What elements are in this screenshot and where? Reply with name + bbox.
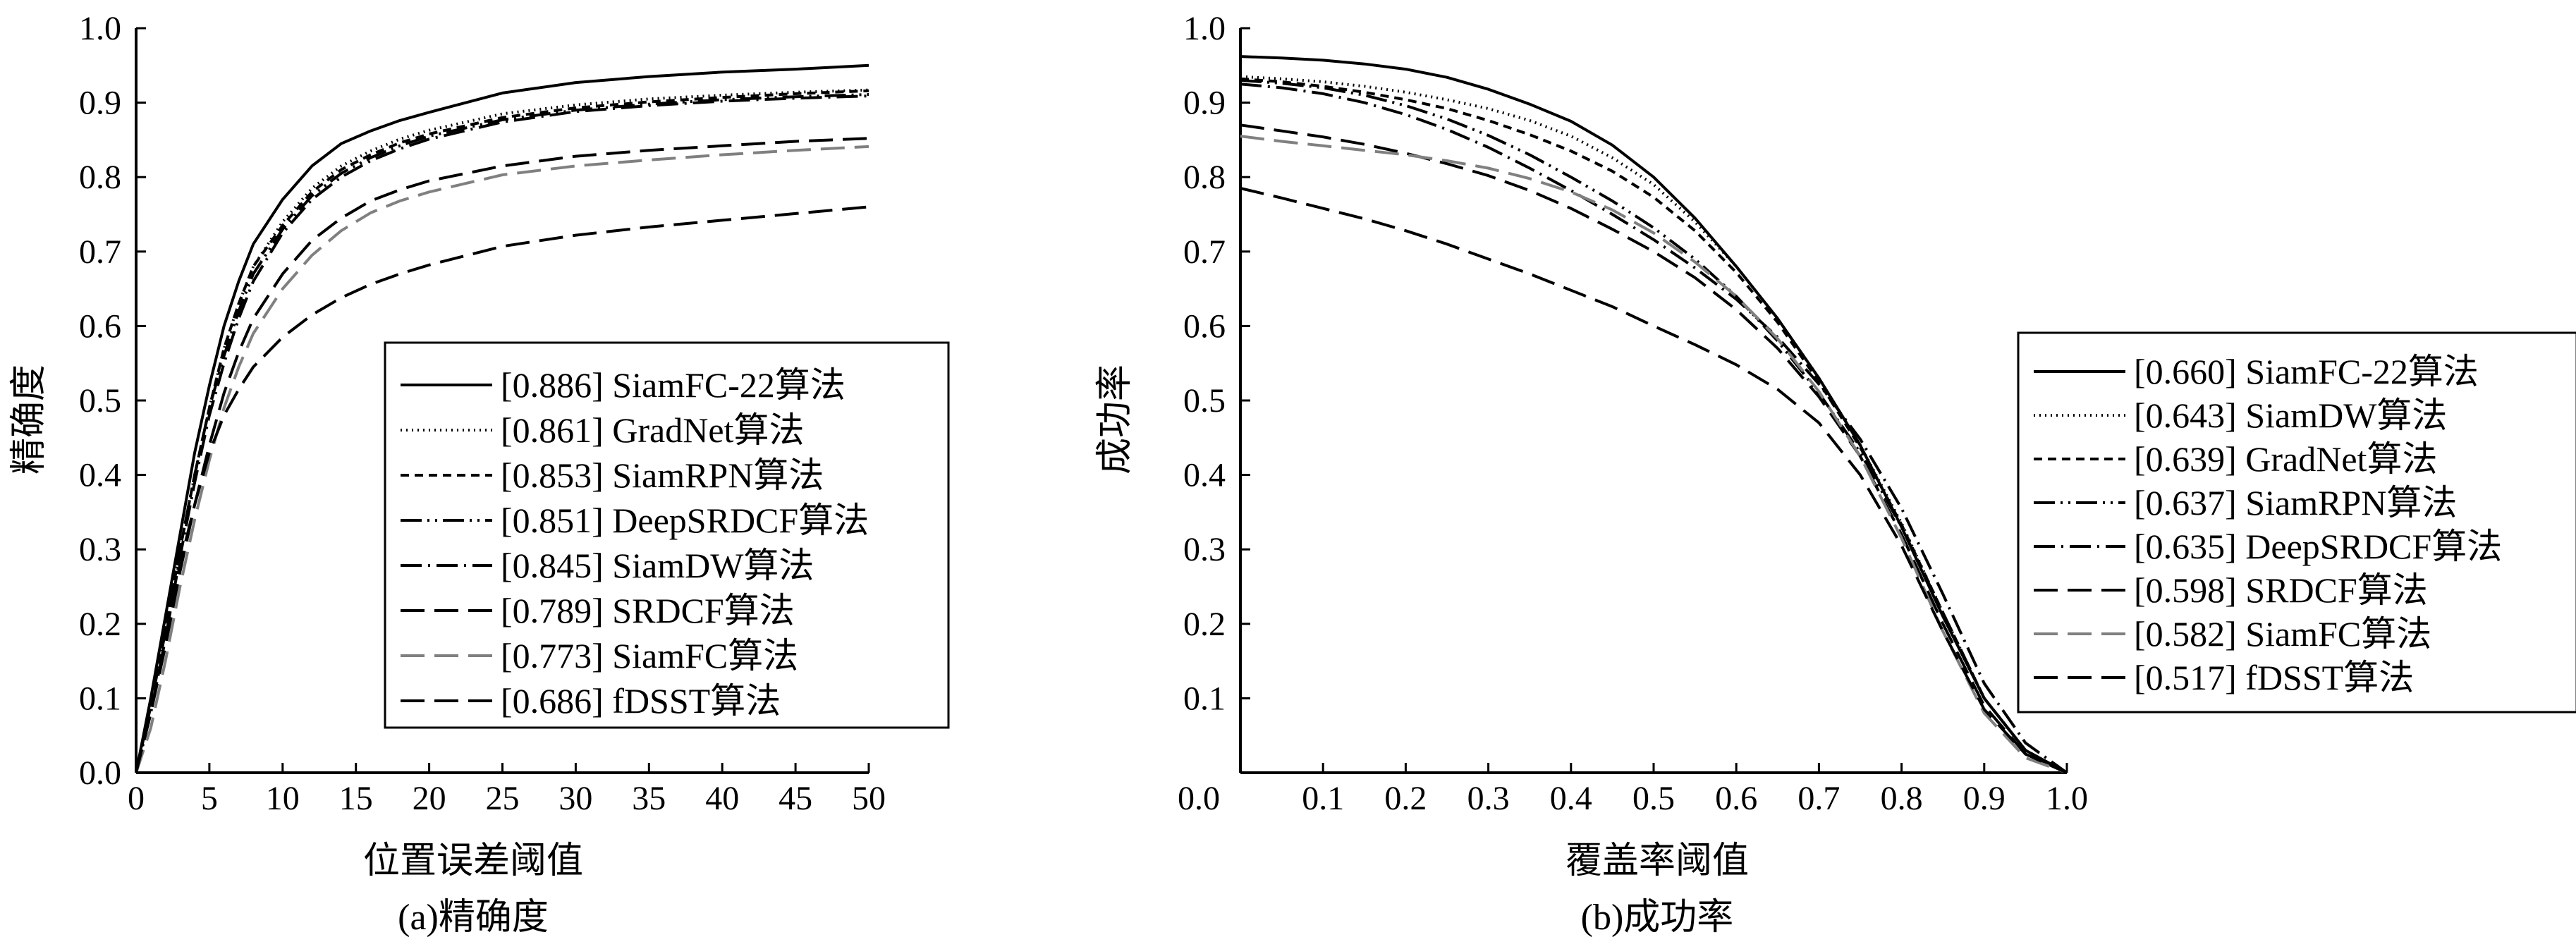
success-x-tick-label: 0.9 <box>1963 780 2006 817</box>
precision-x-tick-label: 25 <box>486 780 520 817</box>
success-y-tick-label: 0.8 <box>1183 159 1226 196</box>
success-y-tick-label: 0.6 <box>1183 307 1226 345</box>
success-legend-label: [0.582] SiamFC算法 <box>2134 614 2431 654</box>
precision-series-line-7 <box>135 145 869 773</box>
precision-legend-label: [0.773] SiamFC算法 <box>501 636 798 675</box>
success-x-tick-label: 0.3 <box>1467 780 1510 817</box>
success-x-tick-label: 0.6 <box>1715 780 1757 817</box>
precision-xlabel: 位置误差阈值 <box>363 841 583 881</box>
success-x-tick-label: 0.0 <box>1178 780 1220 817</box>
precision-legend: [0.886] SiamFC-22算法 [0.861] GradNet算法 [0.8… <box>384 341 950 729</box>
precision-x-tick-label: 0 <box>128 780 145 817</box>
precision-y-tick-label: 0.1 <box>79 680 121 717</box>
precision-x-tick-label: 45 <box>779 780 812 817</box>
precision-x-tick-label: 50 <box>852 780 886 817</box>
success-x-tick-label: 0.5 <box>1632 780 1675 817</box>
success-legend-label: [0.635] DeepSRDCF算法 <box>2134 527 2502 566</box>
precision-series-line-4 <box>135 93 869 773</box>
precision-series-line-8 <box>135 205 869 773</box>
success-y-tick-label: 0.3 <box>1183 531 1226 568</box>
success-x-tick-label: 0.2 <box>1384 780 1427 817</box>
success-y-tick-label: 1.0 <box>1183 10 1226 47</box>
success-x-tick-label: 0.1 <box>1302 780 1344 817</box>
precision-y-tick-label: 1.0 <box>79 10 121 47</box>
success-series-line-4 <box>1240 78 2068 774</box>
precision-chart: 精确度 位置误差阈值 (a)精确度 0 5 10 15 20 25 30 35 40 45 50 0.… <box>9 10 950 938</box>
precision-y-tick-label: 0.7 <box>79 233 121 271</box>
success-x-tick-label: 0.8 <box>1881 780 1923 817</box>
precision-legend-box <box>384 341 950 729</box>
success-ylabel: 成功率 <box>1095 365 1135 475</box>
precision-x-tick-label: 30 <box>558 780 592 817</box>
precision-legend-label: [0.686] fDSST算法 <box>501 681 781 721</box>
precision-y-tick-label: 0.8 <box>79 159 121 196</box>
success-legend-label: [0.639] GradNet算法 <box>2134 439 2437 479</box>
success-legend-label: [0.643] SiamDW算法 <box>2134 396 2447 435</box>
precision-x-tick-label: 40 <box>705 780 739 817</box>
success-y-tick-label: 0.5 <box>1183 382 1226 420</box>
success-caption: (b)成功率 <box>1581 898 1734 938</box>
success-series-line-7 <box>1240 135 2068 774</box>
success-chart: 成功率 覆盖率阈值 (b)成功率 0.0 0.1 0.2 0.3 0.4 0.5 0.6 0.… <box>1095 10 2576 938</box>
success-series-line-2 <box>1240 75 2068 774</box>
success-legend: [0.660] SiamFC-22算法 [0.643] SiamDW算法 [0.63… <box>2017 331 2576 714</box>
success-series-line-3 <box>1240 77 2068 774</box>
precision-legend-label: [0.851] DeepSRDCF算法 <box>501 501 869 540</box>
precision-y-tick-label: 0.9 <box>79 85 121 122</box>
success-series-line-1 <box>1240 55 2068 774</box>
success-x-tick-label: 0.4 <box>1550 780 1592 817</box>
precision-x-tick-label: 10 <box>266 780 300 817</box>
precision-plot-area: 0 5 10 15 20 25 30 35 40 45 50 0.0 0.1 0.2 0.3 0.4 0.5 0.… <box>79 10 950 817</box>
precision-series-line-2 <box>135 88 869 773</box>
success-series-line-6 <box>1240 123 2068 774</box>
precision-legend-label: [0.845] SiamDW算法 <box>501 546 814 585</box>
success-xlabel: 覆盖率阈值 <box>1565 841 1749 881</box>
precision-series-line-3 <box>135 89 869 773</box>
success-legend-label: [0.637] SiamRPN算法 <box>2134 483 2457 522</box>
precision-caption: (a)精确度 <box>398 898 549 938</box>
precision-x-tick-label: 15 <box>339 780 373 817</box>
precision-series-line-5 <box>135 94 869 773</box>
success-y-tick-label: 0.2 <box>1183 606 1226 643</box>
success-plot-area: 0.0 0.1 0.2 0.3 0.4 0.5 0.6 0.7 0.8 0.9 1.0 0.1 0.2 0… <box>1178 10 2576 817</box>
precision-legend-label: [0.789] SRDCF算法 <box>501 591 795 630</box>
success-x-tick-label: 1.0 <box>2046 780 2088 817</box>
precision-y-tick-label: 0.2 <box>79 606 121 643</box>
success-y-tick-label: 0.9 <box>1183 85 1226 122</box>
precision-legend-label: [0.861] GradNet算法 <box>501 410 804 450</box>
success-series-line-5 <box>1240 82 2068 774</box>
precision-y-tick-label: 0.0 <box>79 754 121 792</box>
success-legend-label: [0.598] SRDCF算法 <box>2134 570 2428 610</box>
precision-y-tick-label: 0.6 <box>79 307 121 345</box>
precision-legend-label: [0.853] SiamRPN算法 <box>501 455 824 495</box>
precision-series-line-6 <box>135 137 869 773</box>
precision-y-tick-label: 0.5 <box>79 382 121 420</box>
success-series-line-8 <box>1240 187 2068 774</box>
success-x-tick-label: 0.7 <box>1797 780 1840 817</box>
success-legend-label: [0.517] fDSST算法 <box>2134 658 2414 697</box>
precision-x-tick-label: 20 <box>413 780 446 817</box>
precision-ylabel: 精确度 <box>9 365 49 475</box>
precision-y-tick-label: 0.4 <box>79 457 121 494</box>
precision-series-line-1 <box>135 63 869 773</box>
precision-x-tick-label: 35 <box>632 780 666 817</box>
success-legend-label: [0.660] SiamFC-22算法 <box>2134 352 2479 391</box>
success-y-tick-label: 0.1 <box>1183 680 1226 717</box>
success-legend-box <box>2017 331 2576 714</box>
success-y-tick-label: 0.4 <box>1183 457 1226 494</box>
precision-legend-label: [0.886] SiamFC-22算法 <box>501 365 846 405</box>
precision-x-tick-label: 5 <box>201 780 218 817</box>
precision-y-tick-label: 0.3 <box>79 531 121 568</box>
success-y-tick-label: 0.7 <box>1183 233 1226 271</box>
